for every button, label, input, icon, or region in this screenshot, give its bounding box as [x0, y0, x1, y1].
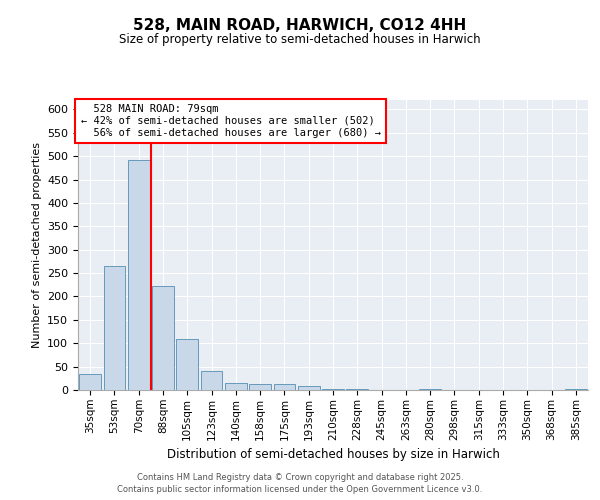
X-axis label: Distribution of semi-detached houses by size in Harwich: Distribution of semi-detached houses by …: [167, 448, 499, 461]
Bar: [249, 384, 271, 390]
Bar: [346, 388, 368, 390]
Bar: [176, 340, 198, 390]
Text: Size of property relative to semi-detached houses in Harwich: Size of property relative to semi-detach…: [119, 32, 481, 46]
Y-axis label: Number of semi-detached properties: Number of semi-detached properties: [32, 142, 41, 348]
Text: Contains HM Land Registry data © Crown copyright and database right 2025.: Contains HM Land Registry data © Crown c…: [137, 472, 463, 482]
Bar: [322, 389, 344, 390]
Text: 528, MAIN ROAD, HARWICH, CO12 4HH: 528, MAIN ROAD, HARWICH, CO12 4HH: [133, 18, 467, 32]
Bar: [225, 383, 247, 390]
Bar: [128, 160, 149, 390]
Bar: [419, 388, 441, 390]
Text: 528 MAIN ROAD: 79sqm  
← 42% of semi-detached houses are smaller (502)
  56% of : 528 MAIN ROAD: 79sqm ← 42% of semi-detac…: [80, 104, 380, 138]
Text: Contains public sector information licensed under the Open Government Licence v3: Contains public sector information licen…: [118, 485, 482, 494]
Bar: [274, 384, 295, 390]
Bar: [565, 388, 587, 390]
Bar: [298, 386, 320, 390]
Bar: [79, 374, 101, 390]
Bar: [104, 266, 125, 390]
Bar: [152, 286, 174, 390]
Bar: [200, 372, 223, 390]
